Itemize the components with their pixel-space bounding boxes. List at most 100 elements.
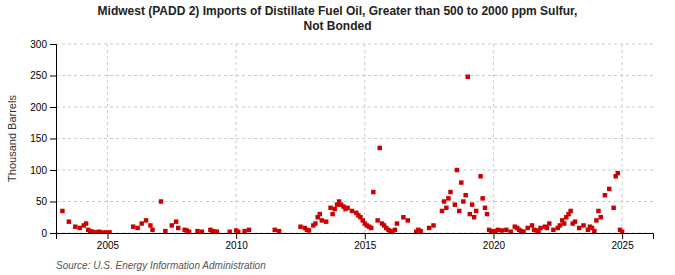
- point: [444, 206, 448, 210]
- point: [139, 221, 143, 225]
- tick-label: 0: [41, 228, 47, 239]
- point: [150, 228, 154, 232]
- tick: 250: [30, 70, 56, 81]
- y-grid-line: [56, 75, 653, 76]
- point: [135, 226, 139, 230]
- point: [448, 190, 452, 194]
- point: [459, 180, 463, 184]
- title: Midwest (PADD 2) Imports of Distillate F…: [98, 4, 578, 33]
- tick: 150: [30, 133, 56, 144]
- point: [393, 228, 397, 232]
- point: [67, 219, 71, 223]
- axis-line: [50, 45, 57, 234]
- tick-mark: [107, 233, 108, 239]
- point: [247, 228, 251, 232]
- point: [77, 226, 81, 230]
- tick: 50: [36, 196, 56, 207]
- tick-label: 2005: [97, 240, 120, 251]
- point: [159, 199, 163, 203]
- point: [573, 219, 577, 223]
- tick: 2005: [97, 233, 120, 251]
- x-grid-line: [493, 44, 494, 233]
- tick-mark: [50, 202, 56, 203]
- axis-line: [57, 234, 654, 240]
- point: [427, 226, 431, 230]
- title-line: Midwest (PADD 2) Imports of Distillate F…: [98, 4, 578, 18]
- y-grid-line: [56, 138, 653, 139]
- tick-mark: [50, 233, 56, 234]
- tick-label: 300: [30, 39, 47, 50]
- tick-label: 200: [30, 102, 47, 113]
- point: [369, 226, 373, 230]
- point: [307, 228, 311, 232]
- point: [375, 218, 379, 222]
- point: [581, 223, 585, 227]
- point: [431, 223, 435, 227]
- point: [442, 199, 446, 203]
- point: [620, 230, 624, 233]
- tick-label: 50: [36, 196, 48, 207]
- point: [461, 199, 465, 203]
- point: [472, 215, 476, 219]
- tick-label: 2010: [226, 240, 249, 251]
- point: [616, 171, 620, 175]
- tick-mark: [50, 76, 56, 77]
- point: [551, 228, 555, 232]
- point: [236, 230, 240, 233]
- point: [330, 212, 334, 216]
- grid: [56, 44, 653, 233]
- y-axis: 0 50 100 150 200 250 300: [30, 39, 56, 239]
- point: [470, 202, 474, 206]
- point: [603, 193, 607, 197]
- point: [547, 221, 551, 225]
- tick: 2025: [611, 233, 634, 251]
- point: [558, 223, 562, 227]
- point: [474, 209, 478, 213]
- tick: 300: [30, 39, 56, 50]
- point: [496, 228, 500, 232]
- point: [538, 226, 542, 230]
- tick-label: 250: [30, 70, 47, 81]
- tick-label: 100: [30, 165, 47, 176]
- point: [73, 224, 77, 228]
- tick-label: 150: [30, 133, 47, 144]
- point: [463, 193, 467, 197]
- tick-mark: [50, 170, 56, 171]
- point: [568, 209, 572, 213]
- point: [530, 223, 534, 227]
- tick-mark: [50, 139, 56, 140]
- point: [607, 187, 611, 191]
- point: [577, 226, 581, 230]
- point: [170, 223, 174, 227]
- point: [478, 174, 482, 178]
- tick-mark: [50, 44, 56, 45]
- point: [148, 223, 152, 227]
- tick: 100: [30, 165, 56, 176]
- tick-label: 2020: [483, 240, 506, 251]
- title-line: Not Bonded: [304, 19, 372, 33]
- point: [592, 229, 596, 233]
- point: [596, 209, 600, 213]
- tick-mark: [493, 233, 494, 239]
- point: [328, 206, 332, 210]
- point: [103, 230, 107, 233]
- point: [599, 215, 603, 219]
- x-grid-line: [622, 44, 623, 233]
- tick: 0: [41, 228, 56, 239]
- point: [594, 218, 598, 222]
- point: [455, 168, 459, 172]
- x-grid-line: [236, 44, 237, 233]
- point: [272, 228, 276, 232]
- point: [350, 209, 354, 213]
- y-grid-line: [56, 44, 653, 45]
- point: [144, 218, 148, 222]
- tick-mark: [365, 233, 366, 239]
- plot: 2005 2010 2015 2020 2025 0 50 100 150 200 250 300: [30, 39, 653, 251]
- point: [313, 221, 317, 225]
- tick: 2015: [354, 233, 377, 251]
- tick-mark: [236, 233, 237, 239]
- point: [60, 209, 64, 213]
- point: [453, 202, 457, 206]
- tick: 2010: [226, 233, 249, 251]
- tick-mark: [50, 107, 56, 108]
